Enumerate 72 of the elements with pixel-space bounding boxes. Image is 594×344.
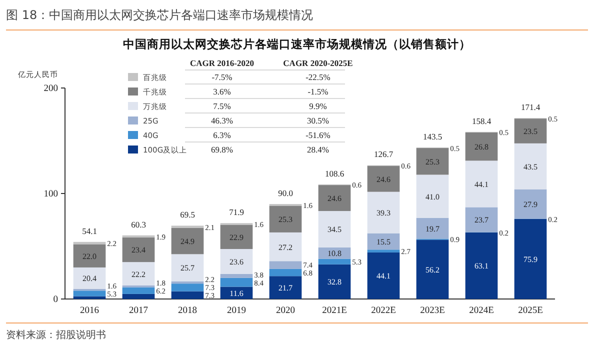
annotation: 3.6% (213, 86, 231, 96)
annotation: 30.5% (307, 116, 329, 126)
data-label: 24.9 (180, 237, 194, 246)
y-tick-label: 100 (44, 190, 58, 200)
data-label: 21.7 (278, 284, 292, 293)
data-label: 19.7 (426, 224, 440, 234)
data-label: 22.0 (82, 252, 96, 261)
data-label: 15.5 (376, 237, 390, 246)
annotation: 9.9% (309, 101, 327, 111)
data-label: 11.6 (230, 288, 244, 298)
x-tick-label: 2021E (322, 306, 348, 316)
annotation: 69.8% (211, 144, 233, 154)
data-label: 56.2 (426, 265, 440, 274)
x-tick-label: 2020 (276, 306, 296, 316)
text: CAGR 2020-2025E (283, 58, 353, 68)
data-label: 23.6 (230, 257, 244, 266)
x-tick-label: 2018 (178, 306, 198, 316)
x-tick-label: 2022E (371, 306, 396, 316)
x-tick-label: 2025E (518, 306, 544, 316)
y-tick-label: 0 (53, 295, 58, 305)
annotation: 46.3% (211, 116, 233, 126)
data-label: 26.8 (474, 142, 488, 152)
data-label: 24.6 (376, 174, 390, 184)
data-label: 25.3 (278, 215, 292, 224)
data-label: 44.1 (376, 272, 390, 281)
annotation: 6.3% (213, 130, 231, 140)
data-label: 34.5 (328, 225, 342, 234)
y-tick-label: 200 (44, 84, 58, 94)
x-tick-label: 2017 (129, 306, 148, 316)
annotation: 7.5% (213, 101, 231, 111)
data-label: 32.8 (328, 278, 342, 287)
chart-subtitle: 中国商用以太网交换芯片各端口速率市场规模情况（以销售额计） (123, 37, 471, 51)
text: CAGR 2016-2020 (190, 58, 254, 68)
x-tick-label: 2016 (80, 306, 100, 316)
total-label: 90.0 (278, 188, 293, 198)
total-label: 171.4 (520, 102, 541, 112)
text: -7.5% (212, 72, 232, 82)
data-label: 24.6 (328, 194, 342, 204)
total-label: 54.1 (82, 226, 97, 236)
annotation: 28.4% (307, 144, 329, 154)
data-label: 22.2 (132, 270, 146, 279)
total-label: 108.6 (324, 168, 344, 178)
data-label: 27.2 (278, 242, 292, 252)
total-label: 126.7 (374, 149, 394, 160)
data-label: 43.5 (524, 162, 538, 172)
x-tick-label: 2019 (227, 306, 246, 316)
data-label: 25.3 (426, 157, 440, 166)
annotation: -51.6% (306, 130, 330, 140)
data-label: 23.5 (524, 126, 538, 136)
data-label: 63.1 (474, 262, 488, 271)
data-label: 23.4 (132, 246, 146, 255)
text: -22.5% (306, 72, 330, 82)
data-label: 23.7 (474, 216, 488, 225)
annotation: -1.5% (308, 86, 328, 96)
data-label: 25.7 (180, 264, 194, 273)
x-tick-label: 2024E (469, 306, 494, 316)
total-label: 69.5 (180, 210, 195, 220)
data-label: 10.8 (328, 249, 342, 258)
data-label: 27.9 (524, 200, 538, 209)
x-tick-label: 2023E (420, 306, 446, 316)
data-label: 20.4 (82, 274, 96, 284)
data-label: 22.9 (230, 232, 244, 242)
chart-title: 图 18：中国商用以太网交换芯片各端口速率市场规模情况 (6, 8, 314, 22)
text: 资料来源：招股说明书 (6, 329, 106, 341)
data-label: 44.1 (474, 180, 488, 189)
data-label: 41.0 (426, 192, 440, 202)
total-label: 71.9 (229, 207, 244, 218)
data-label: 75.9 (524, 254, 538, 264)
total-label: 158.4 (472, 116, 492, 126)
total-label: 60.3 (131, 219, 146, 230)
data-label: 39.3 (376, 208, 390, 218)
total-label: 143.5 (422, 132, 442, 142)
